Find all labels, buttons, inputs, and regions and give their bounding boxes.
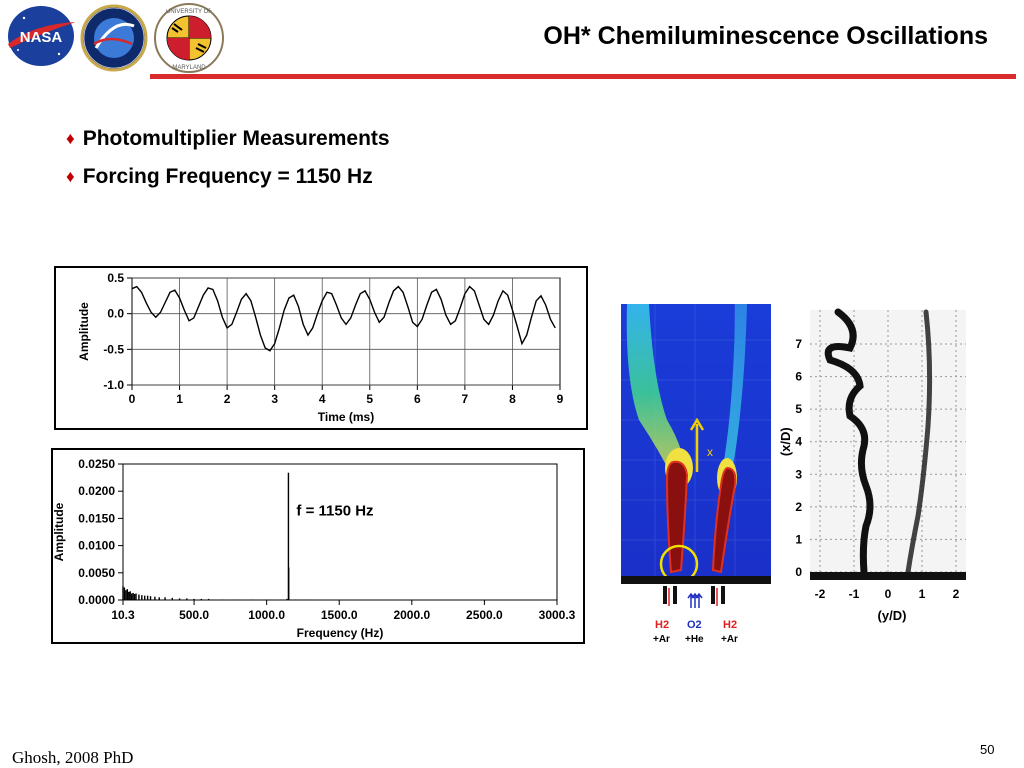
x-axis-label: Time (ms) (318, 410, 374, 424)
injector-plate (810, 572, 966, 580)
diamond-bullet-icon: ♦ (66, 167, 75, 186)
x-tick-label: 4 (319, 392, 326, 406)
inlet-carrier-ar-left: +Ar (653, 634, 670, 645)
time-signal-chart: 0 1 2 3 4 5 6 7 8 9 0.5 0.0 -0.5 -1.0 Time (ms) Amplitu… (77, 271, 564, 424)
inlet-carrier-he: +He (685, 634, 704, 645)
bullet-item: ♦ Photomultiplier Measurements (66, 124, 390, 162)
x-tick-label: 8 (509, 392, 516, 406)
y-tick-label: 7 (795, 337, 802, 351)
bullet-item: ♦ Forcing Frequency = 1150 Hz (66, 162, 390, 200)
university-of-maryland-seal: UNIVERSITY OF MARYLAND (154, 3, 224, 73)
diamond-bullet-icon: ♦ (66, 129, 75, 148)
y-axis-label: Amplitude (53, 502, 66, 561)
y-tick-label: 0.0000 (78, 593, 115, 607)
frequency-spectrum-chart: 10.3 500.0 1000.0 1500.0 2000.0 2500.0 3000.3 0… (52, 457, 576, 640)
footer-citation: Ghosh, 2008 PhD (12, 748, 134, 767)
x-tick-label: 0 (885, 587, 892, 601)
flame-arrow-label: x (707, 445, 713, 459)
bullet-text: Forcing Frequency = 1150 Hz (82, 165, 373, 188)
x-tick-label: 3 (271, 392, 278, 406)
y-tick-label: 6 (795, 370, 802, 384)
seal-text-top: UNIVERSITY OF (166, 9, 212, 15)
seal-text-bottom: MARYLAND (172, 65, 206, 71)
exploration-logo (80, 4, 148, 72)
x-tick-label: -1 (849, 587, 860, 601)
x-tick-label: 3000.3 (539, 608, 576, 622)
y-tick-label: 0.5 (107, 271, 124, 285)
left-jet-trace (824, 308, 874, 576)
time-chart-panel: 0 1 2 3 4 5 6 7 8 9 0.5 0.0 -0.5 -1.0 Time (ms) Amplitu… (54, 266, 588, 430)
page-number: 50 (980, 742, 995, 757)
plot-area (131, 277, 561, 386)
x-tick-label: 10.3 (111, 608, 135, 622)
inlet-label-o2: O2 (687, 619, 702, 631)
title-divider (150, 74, 1016, 79)
x-tick-label: 2500.0 (466, 608, 503, 622)
bullet-list: ♦ Photomultiplier Measurements ♦ Forcing F… (66, 124, 390, 200)
bullet-text: Photomultiplier Measurements (82, 127, 390, 150)
y-tick-label: 0.0 (107, 307, 124, 321)
shadowgraph-image: -2 -1 0 1 2 0 1 2 3 4 5 6 7 (y/D) (x/D) (778, 308, 966, 623)
y-tick-label: 4 (795, 435, 802, 449)
y-tick-label: 5 (795, 402, 802, 416)
x-tick-label: 2000.0 (393, 608, 430, 622)
x-tick-label: 1 (176, 392, 183, 406)
y-tick-label: 0 (795, 565, 802, 579)
y-tick-label: 0.0050 (78, 566, 115, 580)
x-tick-label: 0 (129, 392, 136, 406)
inlet-label-h2-left: H2 (655, 619, 669, 631)
flame-chemiluminescence-image: x H2 +Ar O2 +He H2 +Ar (621, 304, 771, 645)
y-tick-label: -0.5 (103, 342, 124, 356)
x-axis-label: (y/D) (878, 608, 907, 623)
x-tick-label: 2 (224, 392, 231, 406)
signal-line (131, 285, 556, 352)
spectrum-chart-panel: 10.3 500.0 1000.0 1500.0 2000.0 2500.0 3000.3 0… (51, 448, 585, 644)
x-tick-label: 1500.0 (321, 608, 358, 622)
y-axis-label: Amplitude (77, 302, 91, 361)
inlet-label-h2-right: H2 (723, 619, 737, 631)
right-jet-trace (905, 309, 933, 575)
y-axis-label: (x/D) (778, 427, 793, 456)
nasa-logo: NASA (8, 6, 76, 66)
inlet-carrier-ar-right: +Ar (721, 634, 738, 645)
y-tick-label: 3 (795, 467, 802, 481)
x-tick-label: 7 (462, 392, 469, 406)
plot-area (122, 463, 558, 601)
x-axis-label: Frequency (Hz) (297, 626, 384, 640)
y-tick-label: 0.0200 (78, 484, 115, 498)
x-tick-label: 6 (414, 392, 421, 406)
x-tick-label: -2 (815, 587, 826, 601)
slide-title: OH* Chemiluminescence Oscillations (543, 22, 988, 50)
y-tick-label: 0.0250 (78, 457, 115, 471)
x-tick-label: 2 (953, 587, 960, 601)
nasa-logo-text: NASA (20, 29, 63, 46)
x-tick-label: 500.0 (179, 608, 209, 622)
peak-annotation: f = 1150 Hz (296, 503, 373, 520)
x-tick-label: 1000.0 (248, 608, 285, 622)
y-tick-label: 1 (795, 532, 802, 546)
x-tick-label: 5 (366, 392, 373, 406)
y-tick-label: 0.0100 (78, 539, 115, 553)
y-tick-label: 0.0150 (78, 511, 115, 525)
x-tick-label: 1 (919, 587, 926, 601)
y-tick-label: 2 (795, 500, 802, 514)
y-tick-label: -1.0 (103, 378, 124, 392)
x-tick-label: 9 (557, 392, 564, 406)
